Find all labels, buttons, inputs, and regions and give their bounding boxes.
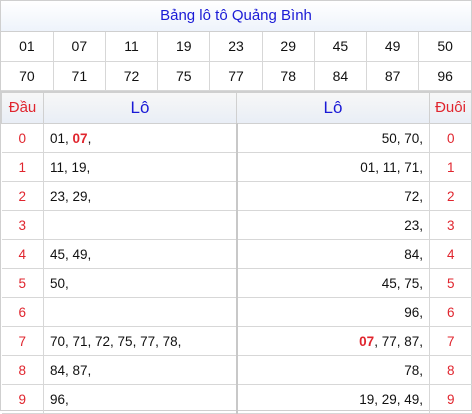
number-cell: 23	[210, 32, 262, 61]
dau-cell: 1	[2, 153, 44, 182]
number-cell: 11	[105, 32, 157, 61]
lo-right-cell: 01, 11, 71,	[237, 153, 430, 182]
lo-right-cell: 72,	[237, 182, 430, 211]
lo-left-cell	[44, 211, 237, 240]
lo-right-cell: 19, 29, 49,	[237, 385, 430, 414]
number-cell: 71	[53, 61, 105, 90]
loto-row: 5 50, 45, 75, 5	[2, 269, 472, 298]
lo-left-cell: 70, 71, 72, 75, 77, 78,	[44, 327, 237, 356]
lo-right-cell: 78,	[237, 356, 430, 385]
dau-cell: 9	[2, 385, 44, 414]
lo-left-cell: 45, 49,	[44, 240, 237, 269]
lo-left-cell: 01, 07,	[44, 124, 237, 153]
dau-cell: 6	[2, 298, 44, 327]
lo-left-cell: 84, 87,	[44, 356, 237, 385]
lo-numbers: ,	[88, 131, 92, 146]
lo-right-cell: 07, 77, 87,	[237, 327, 430, 356]
duoi-cell: 1	[430, 153, 472, 182]
lo-numbers: 50,	[50, 276, 69, 291]
duoi-cell: 9	[430, 385, 472, 414]
loto-row: 8 84, 87, 78, 8	[2, 356, 472, 385]
duoi-cell: 3	[430, 211, 472, 240]
duoi-cell: 7	[430, 327, 472, 356]
lo-right-cell: 45, 75,	[237, 269, 430, 298]
dau-cell: 8	[2, 356, 44, 385]
dau-cell: 2	[2, 182, 44, 211]
loto-row: 1 11, 19, 01, 11, 71, 1	[2, 153, 472, 182]
lo-numbers: 84,	[404, 247, 423, 262]
lo-numbers: 11, 19,	[50, 160, 90, 175]
lo-right-cell: 50, 70,	[237, 124, 430, 153]
lo-left-cell: 11, 19,	[44, 153, 237, 182]
dau-cell: 7	[2, 327, 44, 356]
number-cell: 19	[158, 32, 210, 61]
lo-numbers: 23,	[404, 218, 423, 233]
lo-numbers: , 77, 87,	[374, 334, 423, 349]
header-lo-right: Lô	[237, 92, 430, 124]
loto-row: 9 96, 19, 29, 49, 9	[2, 385, 472, 414]
duoi-cell: 0	[430, 124, 472, 153]
number-cell: 96	[419, 61, 471, 90]
loto-row: 4 45, 49, 84, 4	[2, 240, 472, 269]
duoi-cell: 4	[430, 240, 472, 269]
header-dau: Đầu	[2, 92, 44, 124]
number-cell: 49	[367, 32, 419, 61]
lo-left-cell: 96,	[44, 385, 237, 414]
lo-numbers: 01,	[50, 131, 73, 146]
lo-numbers: 50, 70,	[382, 131, 423, 146]
duoi-cell: 2	[430, 182, 472, 211]
lo-numbers: 19, 29, 49,	[359, 392, 423, 407]
lo-numbers: 84, 87,	[50, 363, 91, 378]
highlight-number: 07	[359, 334, 374, 349]
number-cell: 77	[210, 61, 262, 90]
number-cell: 70	[1, 61, 53, 90]
number-cell: 72	[105, 61, 157, 90]
lo-left-cell	[44, 298, 237, 327]
number-cell: 75	[158, 61, 210, 90]
lo-numbers: 96,	[404, 305, 423, 320]
lo-right-cell: 84,	[237, 240, 430, 269]
number-cell: 07	[53, 32, 105, 61]
loto-row: 2 23, 29, 72, 2	[2, 182, 472, 211]
number-cell: 78	[262, 61, 314, 90]
lo-left-cell: 50,	[44, 269, 237, 298]
lo-numbers: 45, 49,	[50, 247, 91, 262]
number-cell: 87	[367, 61, 419, 90]
dau-cell: 0	[2, 124, 44, 153]
lo-numbers: 01, 11, 71,	[360, 160, 423, 175]
dau-cell: 4	[2, 240, 44, 269]
board-title: Bảng lô tô Quảng Bình	[1, 1, 471, 32]
dau-cell: 5	[2, 269, 44, 298]
lo-numbers: 96,	[50, 392, 69, 407]
header-lo-left: Lô	[44, 92, 237, 124]
duoi-cell: 5	[430, 269, 472, 298]
lo-numbers: 78,	[404, 363, 423, 378]
duoi-cell: 6	[430, 298, 472, 327]
number-cell: 29	[262, 32, 314, 61]
lo-numbers: 70, 71, 72, 75, 77, 78,	[50, 334, 181, 349]
number-cell: 45	[314, 32, 366, 61]
number-cell: 50	[419, 32, 471, 61]
lo-numbers: 23, 29,	[50, 189, 91, 204]
dau-cell: 3	[2, 211, 44, 240]
number-cell: 01	[1, 32, 53, 61]
lo-left-cell: 23, 29,	[44, 182, 237, 211]
number-cell: 84	[314, 61, 366, 90]
lo-numbers: 72,	[404, 189, 423, 204]
highlight-number: 07	[73, 131, 88, 146]
lo-right-cell: 23,	[237, 211, 430, 240]
duoi-cell: 8	[430, 356, 472, 385]
lo-right-cell: 96,	[237, 298, 430, 327]
lo-numbers: 45, 75,	[382, 276, 423, 291]
header-duoi: Đuôi	[430, 92, 472, 124]
